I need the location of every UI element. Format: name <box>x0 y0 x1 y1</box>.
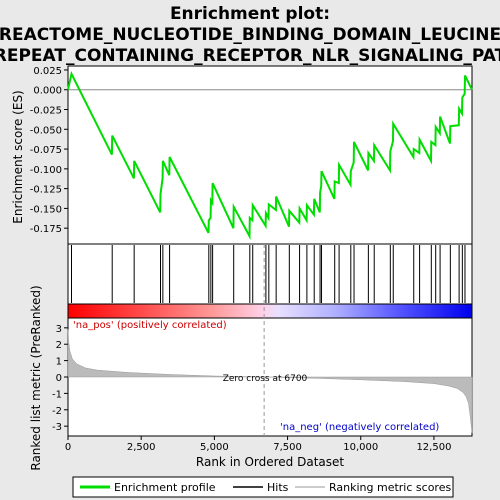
es-y-tick-label: -0.050 <box>30 125 62 136</box>
metric-y-axis-label: Ranked list metric (PreRanked) <box>29 285 43 470</box>
x-tick-label: 12,500 <box>416 442 451 453</box>
es-y-tick-label: 0.025 <box>33 66 62 77</box>
metric-y-tick-label: 3 <box>56 324 62 335</box>
hit-markers <box>71 245 466 303</box>
metric-y-tick-label: -3 <box>52 422 62 433</box>
es-y-tick-label: -0.150 <box>30 204 62 215</box>
legend-enrichment-label: Enrichment profile <box>114 481 216 494</box>
metric-y-tick-label: 2 <box>56 340 62 351</box>
es-y-tick-label: -0.025 <box>30 106 62 117</box>
es-y-tick-label: -0.175 <box>30 224 62 235</box>
metric-y-ticks: 3 2 1 0 -1 -2 -3 <box>52 324 68 433</box>
rank-color-bar <box>67 303 473 319</box>
title-line-3: REPEAT_CONTAINING_RECEPTOR_NLR_SIGNALING… <box>0 46 500 66</box>
x-tick-label: 2,500 <box>127 442 156 453</box>
title-line-1: Enrichment plot: <box>170 4 330 24</box>
legend-hits-label: Hits <box>267 481 289 494</box>
x-tick-label: 10,000 <box>343 442 378 453</box>
x-tick-label: 0 <box>65 442 71 453</box>
es-y-tick-label: 0.000 <box>33 86 62 97</box>
legend-metric-label: Ranking metric scores <box>329 481 451 494</box>
enrichment-profile-line <box>67 70 473 240</box>
x-ticks: 0 2,500 5,000 7,500 10,000 12,500 <box>65 436 451 453</box>
x-tick-label: 5,000 <box>200 442 229 453</box>
metric-y-tick-label: 1 <box>56 357 62 368</box>
pos-correlated-label: 'na_pos' (positively correlated) <box>73 320 227 331</box>
title-line-2: REACTOME_NUCLEOTIDE_BINDING_DOMAIN_LEUCI… <box>0 25 500 45</box>
ranking-metric-area <box>67 329 473 433</box>
metric-y-tick-label: 0 <box>56 373 62 384</box>
es-y-tick-label: -0.075 <box>30 145 62 156</box>
zero-cross-label: Zero cross at 6700 <box>223 374 308 384</box>
es-y-tick-label: -0.125 <box>30 185 62 196</box>
es-y-tick-label: -0.100 <box>30 165 62 176</box>
x-axis-label: Rank in Ordered Dataset <box>196 455 344 469</box>
es-y-axis-label: Enrichment score (ES) <box>11 90 25 223</box>
metric-y-tick-label: -2 <box>52 406 62 417</box>
es-y-ticks: 0.025 0.000 -0.025 -0.050 -0.075 -0.100 -0.125… <box>30 66 68 235</box>
x-tick-label: 7,500 <box>273 442 302 453</box>
es-panel <box>67 65 473 245</box>
neg-correlated-label: 'na_neg' (negatively correlated) <box>280 422 439 433</box>
hits-panel <box>67 243 473 305</box>
metric-y-tick-label: -1 <box>52 389 62 400</box>
